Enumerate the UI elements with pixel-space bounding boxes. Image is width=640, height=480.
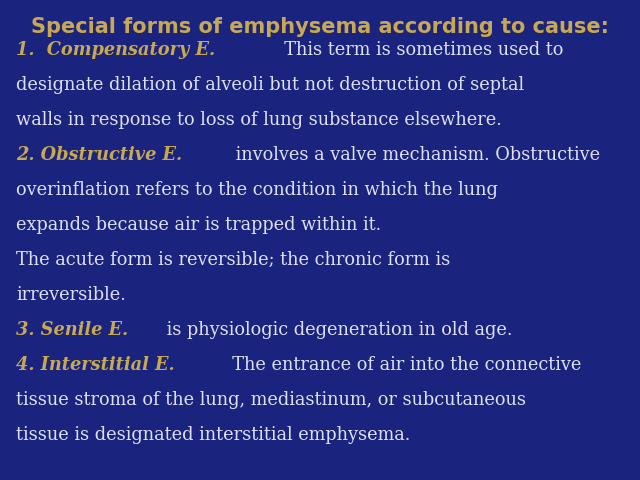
Text: 2. Obstructive E.: 2. Obstructive E. — [16, 146, 182, 164]
Text: involves a valve mechanism. Obstructive: involves a valve mechanism. Obstructive — [230, 146, 600, 164]
Text: walls in response to loss of lung substance elsewhere.: walls in response to loss of lung substa… — [16, 111, 502, 129]
Text: Special forms of emphysema according to cause:: Special forms of emphysema according to … — [31, 17, 609, 37]
Text: overinflation refers to the condition in which the lung: overinflation refers to the condition in… — [16, 181, 498, 199]
Text: 4. Interstitial E.: 4. Interstitial E. — [16, 356, 175, 374]
Text: tissue stroma of the lung, mediastinum, or subcutaneous: tissue stroma of the lung, mediastinum, … — [16, 391, 526, 409]
Text: expands because air is trapped within it.: expands because air is trapped within it… — [16, 216, 381, 234]
Text: 1.  Compensatory E.: 1. Compensatory E. — [16, 41, 215, 59]
Text: is physiologic degeneration in old age.: is physiologic degeneration in old age. — [161, 321, 512, 339]
Text: designate dilation of alveoli but not destruction of septal: designate dilation of alveoli but not de… — [16, 76, 524, 94]
Text: This term is sometimes used to: This term is sometimes used to — [273, 41, 563, 59]
Text: The acute form is reversible; the chronic form is: The acute form is reversible; the chroni… — [16, 251, 451, 269]
Text: tissue is designated interstitial emphysema.: tissue is designated interstitial emphys… — [16, 426, 410, 444]
Text: The entrance of air into the connective: The entrance of air into the connective — [221, 356, 581, 374]
Text: 3. Senile E.: 3. Senile E. — [16, 321, 128, 339]
Text: irreversible.: irreversible. — [16, 286, 125, 304]
